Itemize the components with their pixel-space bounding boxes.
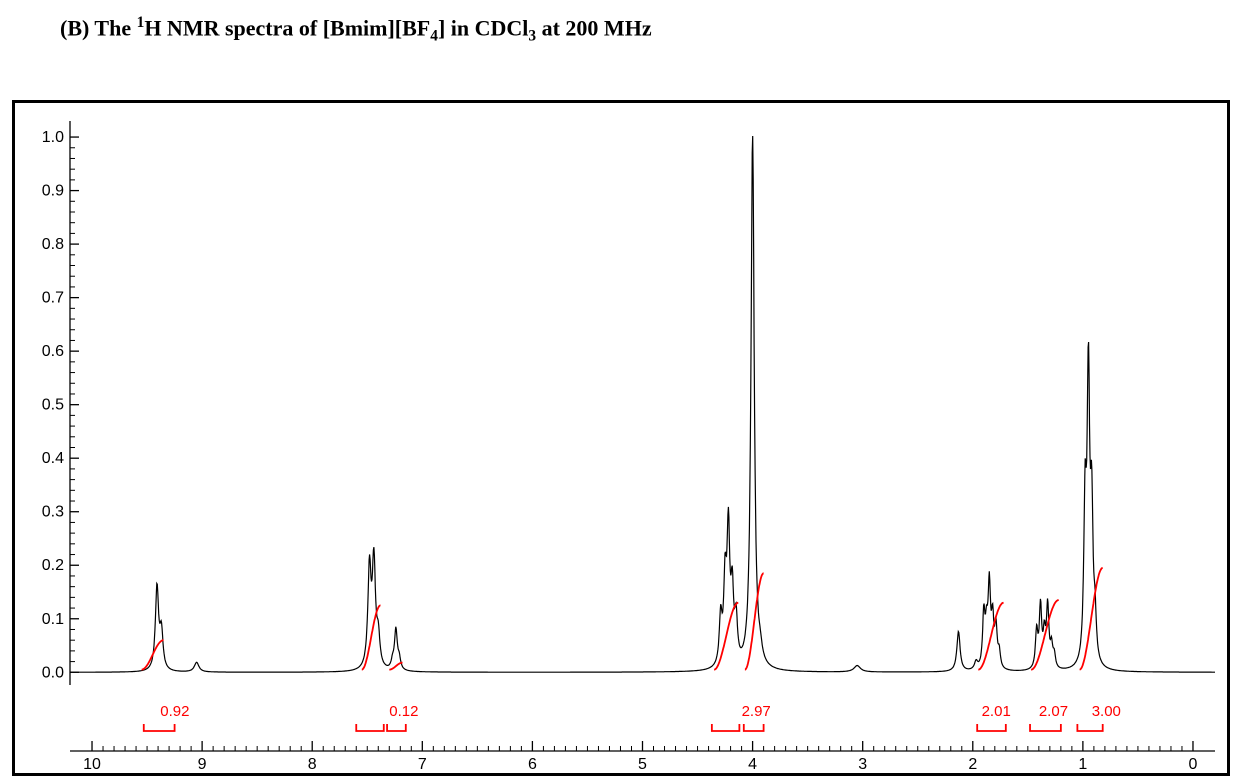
svg-text:0.8: 0.8 (42, 236, 64, 253)
svg-text:3: 3 (858, 756, 867, 773)
svg-text:0.7: 0.7 (42, 290, 64, 307)
svg-text:2.07: 2.07 (1039, 703, 1068, 720)
svg-text:10: 10 (83, 756, 101, 773)
svg-text:9: 9 (198, 756, 207, 773)
svg-text:0.1: 0.1 (42, 611, 64, 628)
figure-title: (B) The 1H NMR spectra of [Bmim][BF4] in… (60, 14, 652, 46)
nmr-svg: 0.00.10.20.30.40.50.60.70.80.91.01098765… (15, 103, 1227, 773)
svg-text:0.9: 0.9 (42, 183, 64, 200)
svg-text:0.6: 0.6 (42, 343, 64, 360)
svg-text:1: 1 (1078, 756, 1087, 773)
svg-text:5: 5 (638, 756, 647, 773)
svg-text:0.92: 0.92 (160, 703, 189, 720)
svg-text:0.4: 0.4 (42, 450, 64, 467)
svg-text:7: 7 (418, 756, 427, 773)
svg-text:2.97: 2.97 (742, 703, 771, 720)
chart-frame: 0.00.10.20.30.40.50.60.70.80.91.01098765… (12, 100, 1230, 776)
svg-text:0: 0 (1189, 756, 1198, 773)
svg-text:0.3: 0.3 (42, 504, 64, 521)
svg-text:2: 2 (968, 756, 977, 773)
svg-text:0.5: 0.5 (42, 397, 64, 414)
svg-text:0.12: 0.12 (389, 703, 418, 720)
svg-text:2.01: 2.01 (982, 703, 1011, 720)
svg-text:8: 8 (308, 756, 317, 773)
svg-text:6: 6 (528, 756, 537, 773)
svg-text:1.0: 1.0 (42, 129, 64, 146)
svg-text:0.0: 0.0 (42, 664, 64, 681)
svg-text:0.2: 0.2 (42, 557, 64, 574)
svg-text:4: 4 (748, 756, 757, 773)
svg-text:3.00: 3.00 (1092, 703, 1121, 720)
